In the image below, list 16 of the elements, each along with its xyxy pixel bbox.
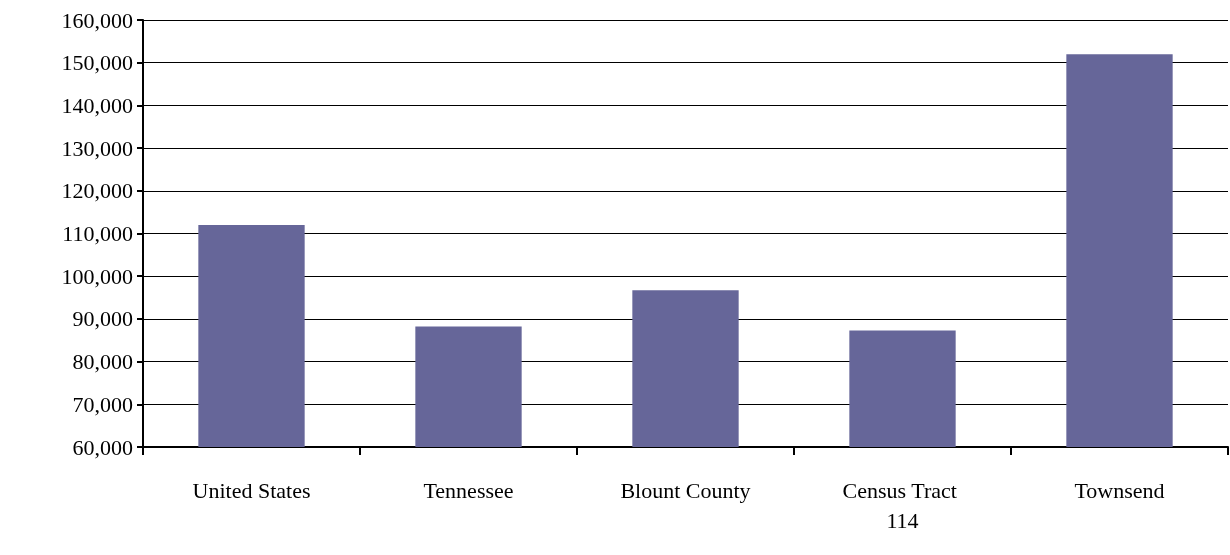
y-tick-label: 130,000 [61,135,133,161]
y-tick-label: 80,000 [72,349,133,375]
y-tick-label: 140,000 [61,92,133,118]
y-tick-label: 160,000 [61,7,133,33]
y-tick-label: 70,000 [72,391,133,417]
x-tick-label: Census Tract 114 [842,477,963,533]
x-tick-label: Townsend [1074,477,1165,503]
y-tick-label: 60,000 [72,434,133,460]
y-tick-label: 90,000 [72,306,133,332]
x-tick-label: Tennessee [423,477,514,503]
y-tick-label: 110,000 [62,221,133,246]
x-tick-label: Blount County [620,477,751,503]
x-tick-label: United States [192,477,311,503]
y-tick-label: 120,000 [61,178,133,204]
y-tick-label: 150,000 [61,50,133,76]
y-tick-label: 100,000 [61,263,133,289]
